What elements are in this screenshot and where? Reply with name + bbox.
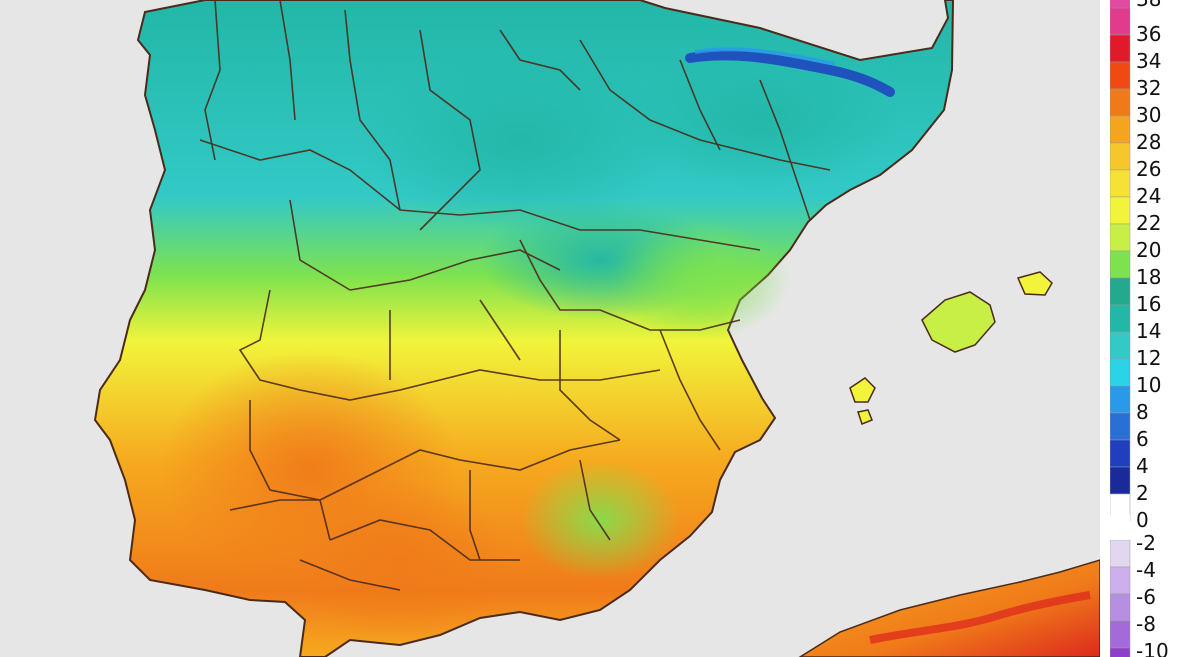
- ibiza-island: [849, 377, 876, 403]
- legend-tick-label: 28: [1136, 130, 1161, 154]
- legend-tick-label: 24: [1136, 184, 1161, 208]
- legend-tick-label: 14: [1136, 319, 1161, 343]
- legend-tick-label: 20: [1136, 238, 1161, 262]
- legend-swatch-36: [1110, 7, 1131, 36]
- legend-swatch-10: [1110, 358, 1131, 387]
- legend-swatch--10: [1110, 647, 1131, 657]
- legend-tick-label: 0: [1136, 508, 1149, 532]
- menorca-island: [1016, 271, 1053, 296]
- legend-tick-label: -8: [1136, 612, 1156, 636]
- formentera-island: [857, 409, 873, 425]
- legend-swatch-30: [1110, 88, 1131, 117]
- legend-swatch-2: [1110, 466, 1131, 495]
- legend-swatch-32: [1110, 61, 1131, 90]
- legend-negative-swatches: [1110, 539, 1131, 657]
- legend-tick-label: 26: [1136, 157, 1161, 181]
- legend-swatch-28: [1110, 115, 1131, 144]
- legend-tick-label: -4: [1136, 558, 1156, 582]
- legend-swatch-34: [1110, 34, 1131, 63]
- legend-tick-label: 8: [1136, 400, 1149, 424]
- legend-tick-label: -6: [1136, 585, 1156, 609]
- legend-top-partial-label: 38: [1136, 0, 1161, 11]
- legend-tick-label: 2: [1136, 481, 1149, 505]
- legend-negative-labels: -2 -4 -6 -8 -10: [1136, 531, 1169, 657]
- legend-tick-label: -2: [1136, 531, 1156, 555]
- legend-swatch-18: [1110, 250, 1131, 279]
- temperature-overlays: [160, 50, 900, 640]
- legend-swatch-16: [1110, 277, 1131, 306]
- north-africa-coast: [798, 559, 1100, 657]
- legend-positive-swatches: [1110, 7, 1131, 522]
- legend-swatch--8: [1110, 620, 1131, 649]
- mallorca-island: [921, 291, 996, 353]
- legend-tick-label: 6: [1136, 427, 1149, 451]
- legend-tick-label: 36: [1136, 22, 1161, 46]
- legend-tick-label: 22: [1136, 211, 1161, 235]
- legend-swatch-12: [1110, 331, 1131, 360]
- legend-tick-label: 34: [1136, 49, 1161, 73]
- legend-swatch-8: [1110, 385, 1131, 414]
- legend-separator-gap: [1110, 515, 1130, 540]
- legend-tick-label: 4: [1136, 454, 1149, 478]
- legend-swatch-24: [1110, 169, 1131, 198]
- legend-swatch-26: [1110, 142, 1131, 171]
- legend-tick-label: 30: [1136, 103, 1161, 127]
- legend-tick-label: -10: [1136, 639, 1169, 657]
- legend-swatch-22: [1110, 196, 1131, 225]
- temperature-map: [0, 0, 1100, 657]
- legend-swatch-6: [1110, 412, 1131, 441]
- legend-tick-label: 16: [1136, 292, 1161, 316]
- legend-swatch-14: [1110, 304, 1131, 333]
- legend-swatch--4: [1110, 566, 1131, 595]
- legend-swatch-4: [1110, 439, 1131, 468]
- region-borders: [199, 0, 831, 591]
- legend-swatch--6: [1110, 593, 1131, 622]
- legend-swatch-top-partial: [1110, 0, 1130, 8]
- legend-tick-label: 32: [1136, 76, 1161, 100]
- legend-tick-label: 18: [1136, 265, 1161, 289]
- legend-swatch--2: [1110, 539, 1131, 568]
- legend-tick-label: 10: [1136, 373, 1161, 397]
- legend-swatch-20: [1110, 223, 1131, 252]
- legend-tick-label: 12: [1136, 346, 1161, 370]
- pyrenees-cold-band: [685, 50, 895, 97]
